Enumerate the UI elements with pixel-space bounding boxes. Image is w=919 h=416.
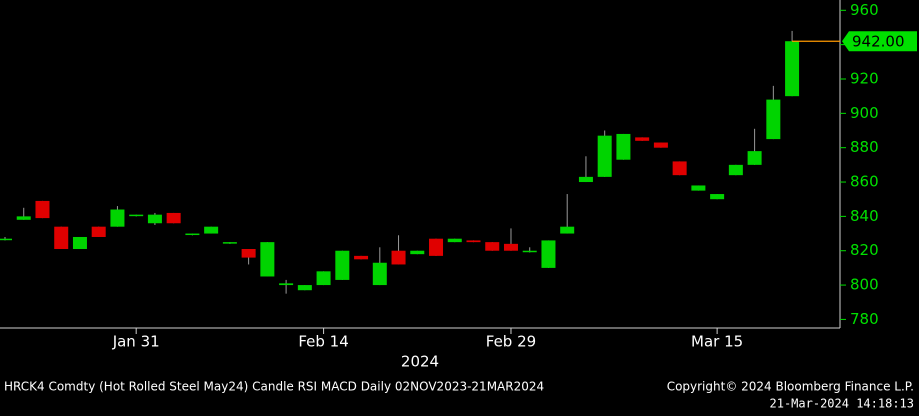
candle-body <box>672 161 687 176</box>
candle-body <box>410 250 425 255</box>
footer-right: Copyright© 2024 Bloomberg Finance L.P. <box>667 380 914 394</box>
candle-body <box>222 242 237 244</box>
candle-body <box>335 250 350 280</box>
candle-body <box>728 164 743 176</box>
candle-body <box>16 216 31 220</box>
candle-body <box>503 243 518 251</box>
candle-body <box>747 151 762 165</box>
candle-body <box>54 226 69 250</box>
candle-body <box>766 99 781 140</box>
y-tick-label: 880 <box>850 138 879 156</box>
candle-body <box>35 200 50 219</box>
candle-body <box>0 238 12 241</box>
candle-body <box>72 236 87 250</box>
candle-body <box>129 214 144 217</box>
x-tick-label: Mar 15 <box>691 333 743 351</box>
candle-body <box>466 240 481 243</box>
y-tick-label: 840 <box>850 207 879 225</box>
y-tick-label: 900 <box>850 104 879 122</box>
candle-body <box>429 238 444 256</box>
candle-body <box>597 135 612 177</box>
candle-body <box>485 242 500 251</box>
candle-body <box>354 255 369 260</box>
x-tick-label: Feb 29 <box>486 333 536 351</box>
candle-body <box>616 133 631 160</box>
candle-body <box>204 226 219 234</box>
candle-body <box>279 283 294 286</box>
candle-body <box>785 41 800 97</box>
candle-body <box>110 209 125 227</box>
last-price-box <box>842 31 917 52</box>
candle-body <box>391 250 406 265</box>
x-tick-label: Feb 14 <box>298 333 348 351</box>
last-price-label: 942.00 <box>852 33 905 51</box>
y-tick-label: 780 <box>850 310 879 328</box>
x-tick-label: Jan 31 <box>112 333 160 351</box>
y-tick-label: 800 <box>850 276 879 294</box>
candle-body <box>147 214 162 224</box>
candle-body <box>297 285 312 291</box>
candle-body <box>185 233 200 236</box>
y-tick-label: 960 <box>850 1 879 19</box>
candle-body <box>560 226 575 234</box>
candle-body <box>710 194 725 200</box>
footer-timestamp: 21-Mar-2024 14:18:13 <box>770 397 915 411</box>
candle-body <box>91 226 106 237</box>
candle-body <box>166 212 181 224</box>
y-tick-label: 820 <box>850 241 879 259</box>
candle-body <box>260 242 275 277</box>
candle-body <box>316 271 331 286</box>
candle-body <box>447 238 462 243</box>
candle-body <box>653 142 668 148</box>
candle-body <box>578 176 593 183</box>
x-group-label: 2024 <box>401 353 439 371</box>
candle-body <box>691 185 706 191</box>
candle-body <box>635 137 650 141</box>
y-tick-label: 860 <box>850 173 879 191</box>
candle-body <box>522 250 537 253</box>
candle-body <box>372 262 387 286</box>
candle-body <box>541 240 556 268</box>
footer-left: HRCK4 Comdty (Hot Rolled Steel May24) Ca… <box>4 380 544 394</box>
candle-body <box>241 249 256 258</box>
y-tick-label: 920 <box>850 69 879 87</box>
